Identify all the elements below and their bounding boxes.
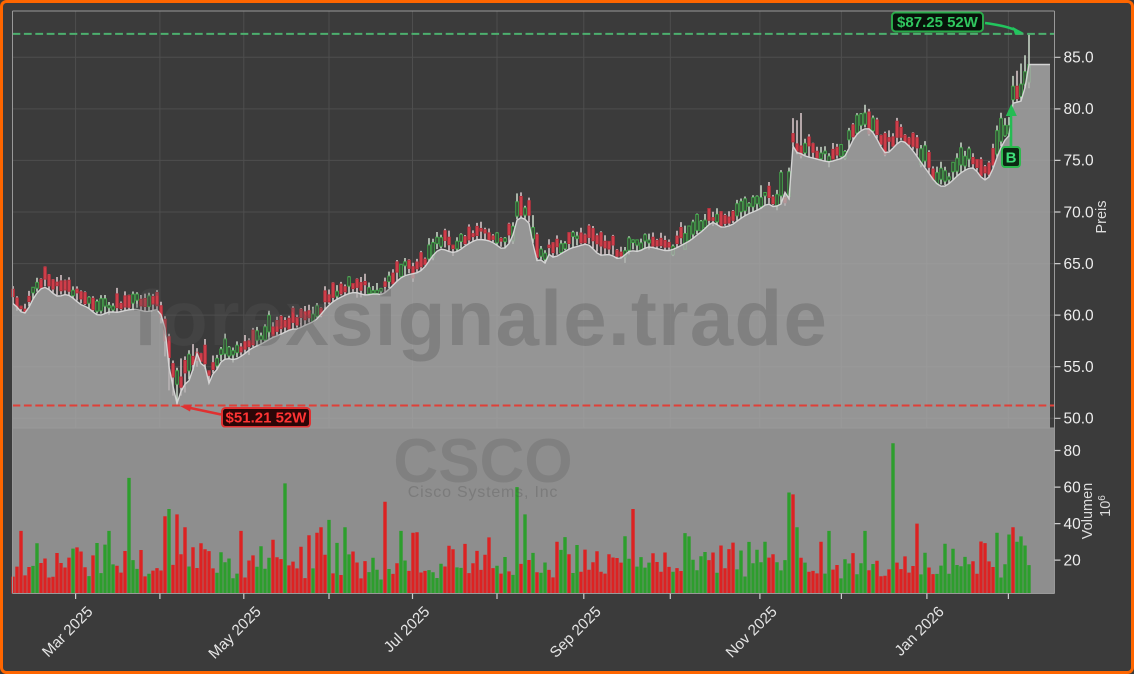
svg-text:Volumen: Volumen (1080, 483, 1096, 539)
svg-text:60.0: 60.0 (1064, 307, 1095, 324)
svg-text:CSCO: CSCO (393, 427, 572, 496)
svg-text:60: 60 (1064, 479, 1082, 496)
svg-text:80: 80 (1064, 443, 1082, 460)
svg-text:$51.21 52W: $51.21 52W (226, 410, 308, 427)
svg-text:55.0: 55.0 (1064, 359, 1095, 376)
svg-text:forexsignale.trade: forexsignale.trade (133, 274, 828, 362)
svg-text:50.0: 50.0 (1064, 411, 1095, 428)
svg-text:65.0: 65.0 (1064, 256, 1095, 273)
svg-text:75.0: 75.0 (1064, 153, 1095, 170)
svg-text:80.0: 80.0 (1064, 101, 1095, 118)
svg-text:20: 20 (1064, 552, 1082, 569)
svg-text:85.0: 85.0 (1064, 50, 1095, 67)
svg-text:B: B (1006, 150, 1017, 167)
svg-text:$87.25 52W: $87.25 52W (897, 14, 979, 31)
svg-text:Cisco Systems, Inc: Cisco Systems, Inc (408, 484, 558, 501)
svg-text:Preis: Preis (1094, 200, 1110, 233)
svg-text:70.0: 70.0 (1064, 204, 1095, 221)
svg-text:40: 40 (1064, 516, 1082, 533)
